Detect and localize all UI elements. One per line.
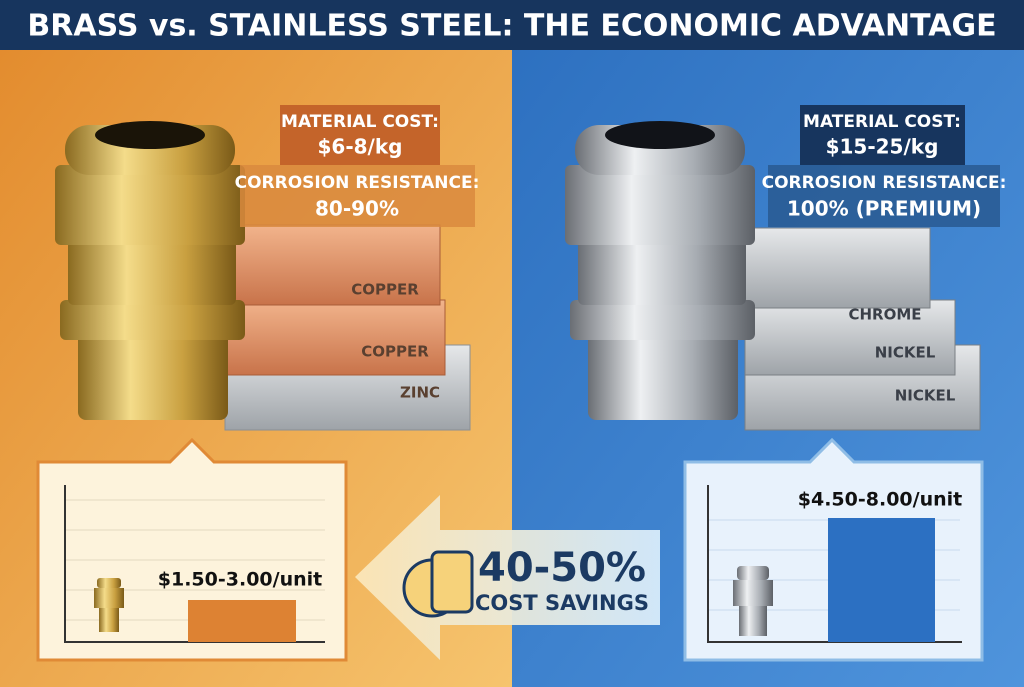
cost-box [800, 105, 965, 165]
label: CORROSION RESISTANCE: [762, 173, 1007, 193]
label: CORROSION RESISTANCE: [235, 173, 480, 193]
body [578, 240, 746, 305]
title: BRASS vs. STAINLESS STEEL: THE ECONOMIC … [27, 9, 996, 44]
copper-bar [224, 224, 441, 306]
metal-label: COPPER [351, 281, 419, 299]
value: 100% (PREMIUM) [787, 197, 981, 221]
icon-part [737, 566, 769, 580]
thread [78, 330, 228, 420]
body [68, 240, 236, 305]
opening [605, 121, 715, 149]
nut [60, 300, 245, 340]
value: $6-8/kg [318, 135, 403, 159]
metal-label: CHROME [848, 306, 921, 324]
brass-icon [94, 578, 124, 632]
opening [95, 121, 205, 149]
label: MATERIAL COST: [803, 112, 961, 132]
hex [565, 165, 755, 245]
price-label: $1.50-3.00/unit [158, 569, 322, 591]
brass-fitting [55, 121, 245, 420]
label: MATERIAL COST: [281, 112, 439, 132]
header-bar [0, 0, 1024, 50]
steel-metal-bars [744, 227, 981, 431]
icon-part [739, 606, 767, 636]
cost-box [280, 105, 440, 165]
icon-part [99, 608, 119, 632]
savings-arrow [355, 495, 660, 660]
corrosion-box [240, 165, 475, 227]
metal-label: ZINC [400, 384, 440, 402]
brass-metal-bars [224, 224, 471, 431]
savings-percent: 40-50% [478, 545, 646, 591]
metal-label: NICKEL [875, 344, 936, 362]
steel-fitting [565, 121, 755, 420]
coins-icon [402, 550, 474, 618]
icon-part [97, 578, 121, 588]
nut [570, 300, 755, 340]
icon-part [733, 580, 773, 606]
thread [588, 330, 738, 420]
steel-price-bar [828, 518, 935, 642]
copper-bar [224, 299, 446, 376]
metal-label: NICKEL [895, 387, 956, 405]
steel-icon [733, 566, 773, 636]
icon-part [94, 588, 124, 608]
value: $15-25/kg [826, 135, 939, 159]
coin-stack [430, 550, 474, 614]
metal-label: COPPER [361, 343, 429, 361]
value: 80-90% [315, 197, 399, 221]
brass-price-bar [188, 600, 296, 642]
chrome-bar [744, 227, 931, 309]
hex [55, 165, 245, 245]
savings-label: COST SAVINGS [475, 591, 649, 615]
price-label: $4.50-8.00/unit [798, 489, 962, 511]
corrosion-box [768, 165, 1000, 227]
